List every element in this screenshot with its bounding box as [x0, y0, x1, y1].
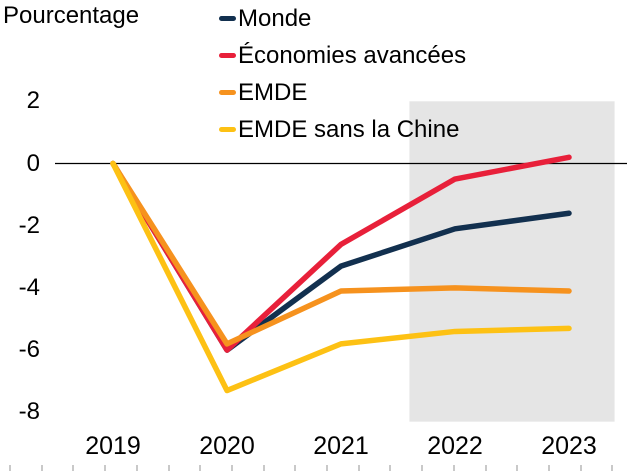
series-lines: [110, 154, 572, 394]
forecast-band: [409, 101, 615, 422]
series-line-yellow: [110, 160, 572, 394]
series-line-orange: [110, 160, 572, 347]
